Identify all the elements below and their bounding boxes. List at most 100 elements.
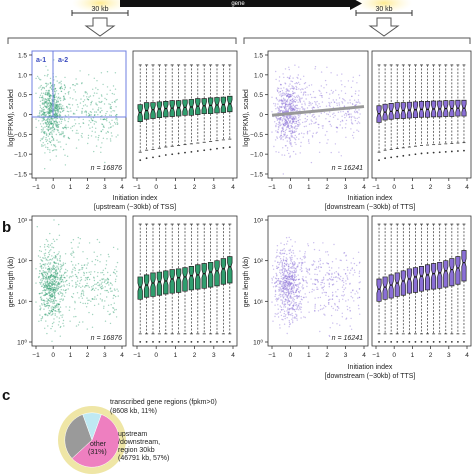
scatter-point xyxy=(287,286,289,288)
scatter-point xyxy=(354,111,356,114)
scatter-point xyxy=(54,277,56,279)
scatter-point xyxy=(62,127,65,130)
scatter-point xyxy=(354,117,356,119)
scatter-point xyxy=(284,275,286,277)
scatter-point xyxy=(293,286,295,288)
scatter-point xyxy=(294,101,297,103)
scatter-point xyxy=(287,90,289,92)
scatter-point xyxy=(53,94,56,96)
scatter-point xyxy=(55,288,57,290)
scatter-point xyxy=(287,301,289,303)
x-tick-label: 4 xyxy=(231,352,235,359)
scatter-point xyxy=(341,84,343,86)
scatter-point xyxy=(305,280,307,282)
scatter-point xyxy=(50,274,53,276)
scatter-point xyxy=(281,110,284,112)
scatter-point xyxy=(288,300,290,302)
scatter-point xyxy=(283,264,285,267)
scatter-point xyxy=(285,120,288,123)
scatter-point xyxy=(338,104,341,106)
scatter-point xyxy=(58,108,60,110)
scatter-point xyxy=(79,238,82,240)
scatter-point xyxy=(45,93,47,96)
scatter-point xyxy=(48,92,50,95)
scatter-point xyxy=(291,274,294,277)
scatter-point xyxy=(80,295,82,297)
scatter-point xyxy=(300,264,303,266)
scatter-point xyxy=(39,86,41,88)
scatter-point xyxy=(331,272,333,275)
scatter-point xyxy=(100,272,102,274)
scatter-point xyxy=(47,92,49,94)
scatter-point xyxy=(53,120,55,123)
scatter-point xyxy=(54,288,57,290)
scatter-point xyxy=(41,278,43,280)
scatter-point xyxy=(302,276,304,278)
scatter-point xyxy=(106,93,108,95)
scatter-point xyxy=(274,105,276,107)
scatter-point xyxy=(42,118,44,120)
scatter-point xyxy=(304,102,306,104)
scatter-point xyxy=(299,89,302,91)
scatter-point xyxy=(94,283,96,286)
scatter-point xyxy=(53,104,56,106)
scatter-point xyxy=(291,99,293,101)
scatter-point xyxy=(286,76,289,79)
scatter-point xyxy=(41,138,43,140)
scatter-point xyxy=(49,106,51,109)
scatter-point xyxy=(289,250,291,252)
scatter-point xyxy=(96,294,99,296)
scatter-point xyxy=(46,118,49,121)
scatter-point xyxy=(106,117,108,120)
scatter-point xyxy=(59,111,61,113)
scatter-point xyxy=(38,293,41,295)
scatter-point xyxy=(52,119,54,121)
scatter-point xyxy=(57,130,59,132)
scatter-point xyxy=(101,100,103,103)
scatter-point xyxy=(298,133,300,135)
scatter-point xyxy=(304,261,306,263)
scatter-point xyxy=(98,107,100,109)
scatter-point xyxy=(295,139,297,141)
scatter-point xyxy=(294,118,296,120)
scatter-point xyxy=(299,99,301,102)
scatter-point xyxy=(58,107,61,110)
scatter-point xyxy=(49,102,52,105)
scatter-point xyxy=(46,272,49,275)
outlier-point xyxy=(414,340,417,343)
scatter-point xyxy=(298,282,301,284)
scatter-point xyxy=(324,134,327,136)
scatter-point xyxy=(41,103,44,105)
scatter-point xyxy=(286,284,289,287)
scatter-point xyxy=(295,304,297,306)
scatter-point xyxy=(114,101,116,103)
scatter-point xyxy=(338,277,341,280)
scatter-point xyxy=(283,291,285,294)
scatter-point xyxy=(304,113,306,116)
scatter-point xyxy=(46,99,48,101)
scatter-point xyxy=(93,304,96,307)
scatter-point xyxy=(284,306,287,308)
scatter-point xyxy=(279,124,282,127)
scatter-point xyxy=(355,90,357,92)
scatter-point xyxy=(53,262,56,264)
scatter-point xyxy=(81,264,83,267)
scatter-point xyxy=(48,278,50,280)
scatter-point xyxy=(291,132,294,134)
scatter-point xyxy=(48,124,51,126)
scatter-point xyxy=(277,111,279,114)
scatter-point xyxy=(314,268,316,271)
scatter-point xyxy=(116,288,118,290)
scatter-point xyxy=(294,115,296,117)
scatter-point xyxy=(49,276,52,278)
scatter-point xyxy=(48,293,51,295)
scatter-point xyxy=(303,91,305,94)
scatter-point xyxy=(57,129,59,131)
scatter-point xyxy=(51,242,53,245)
scatter-point xyxy=(45,263,47,265)
scatter-point xyxy=(280,314,283,317)
scatter-point xyxy=(311,291,313,293)
scatter-point xyxy=(57,303,60,306)
scatter-point xyxy=(325,251,327,253)
box xyxy=(461,250,467,282)
